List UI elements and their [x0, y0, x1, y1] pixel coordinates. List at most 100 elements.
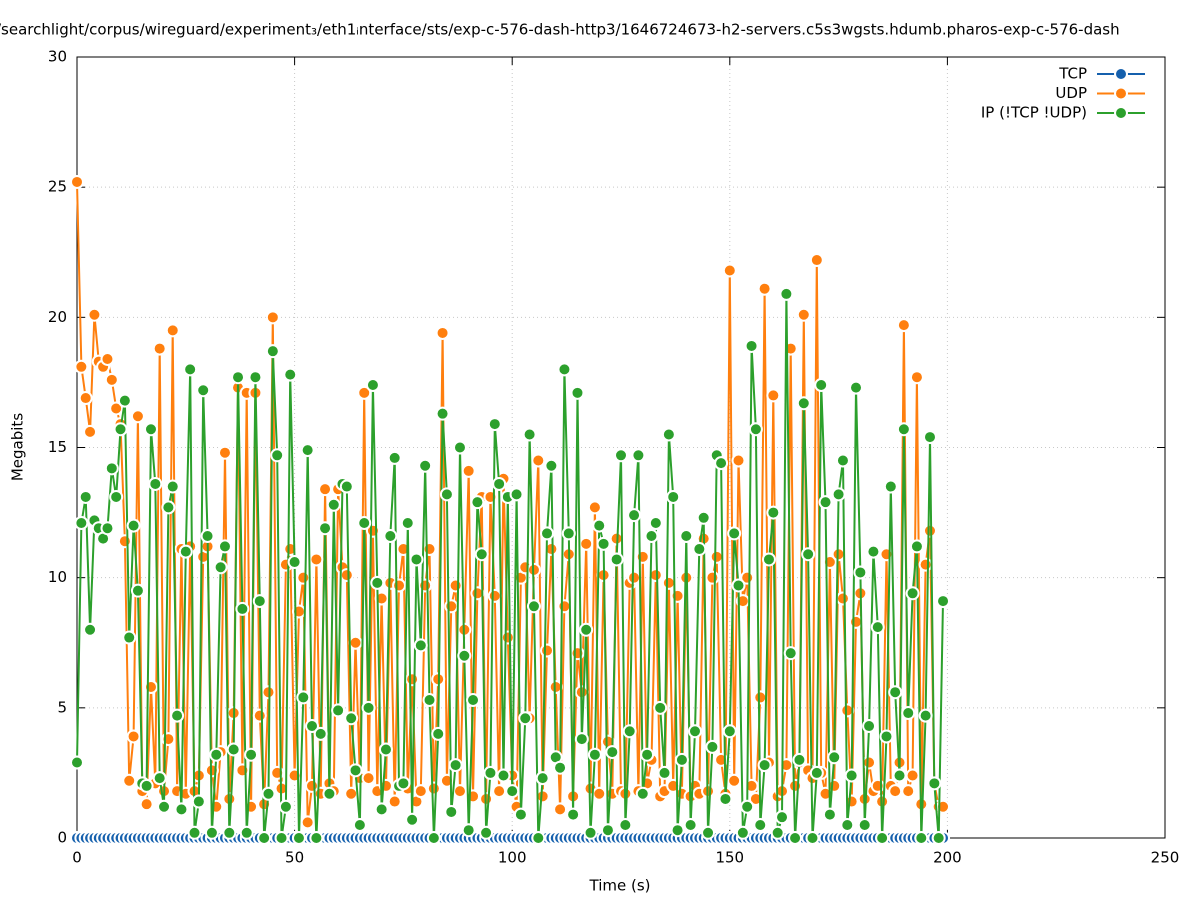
data-point: [104, 372, 119, 387]
data-point: [770, 825, 785, 840]
data-point: [239, 825, 254, 840]
data-point: [422, 693, 437, 708]
x-tick-label: 200: [933, 849, 962, 867]
data-point: [448, 758, 463, 773]
data-point: [522, 427, 537, 442]
data-point: [296, 570, 311, 585]
data-point: [553, 802, 568, 817]
data-point: [544, 458, 559, 473]
data-point: [426, 781, 441, 796]
data-point: [631, 448, 646, 463]
data-point: [492, 476, 507, 491]
y-tick-label: 20: [48, 308, 67, 326]
data-point: [705, 570, 720, 585]
data-point: [901, 784, 916, 799]
data-point: [553, 760, 568, 775]
data-point: [500, 630, 515, 645]
data-point: [857, 817, 872, 832]
y-tick-label: 30: [48, 48, 67, 66]
data-point: [901, 706, 916, 721]
data-point: [531, 831, 546, 845]
data-point: [474, 547, 489, 562]
data-point: [922, 523, 937, 538]
data-point: [126, 518, 141, 533]
data-point: [217, 539, 232, 554]
data-point: [592, 518, 607, 533]
data-point: [735, 825, 750, 840]
data-point: [187, 825, 202, 840]
legend-swatch: [1114, 106, 1128, 120]
data-point: [204, 825, 219, 840]
data-point: [788, 778, 803, 793]
data-point: [174, 802, 189, 817]
data-point: [727, 773, 742, 788]
data-point: [418, 578, 433, 593]
data-point: [117, 534, 132, 549]
data-point: [400, 515, 415, 530]
data-point: [213, 560, 228, 575]
data-point: [740, 799, 755, 814]
data-point: [788, 831, 803, 845]
data-point: [505, 784, 520, 799]
data-point: [461, 463, 476, 478]
data-point: [217, 445, 232, 460]
data-point: [596, 536, 611, 551]
data-point: [448, 578, 463, 593]
x-tick-label: 250: [1151, 849, 1180, 867]
data-point: [727, 526, 742, 541]
data-point: [849, 380, 864, 395]
data-point: [753, 817, 768, 832]
data-point: [435, 406, 450, 421]
data-point: [170, 708, 185, 723]
data-point: [139, 797, 154, 812]
data-point: [183, 362, 198, 377]
data-point: [748, 422, 763, 437]
data-point: [722, 724, 737, 739]
data-point: [701, 825, 716, 840]
data-point: [801, 547, 816, 562]
y-tick-label: 0: [57, 829, 67, 847]
data-point: [600, 823, 615, 838]
data-point: [348, 635, 363, 650]
data-point: [757, 758, 772, 773]
data-point: [178, 544, 193, 559]
legend-swatch: [1114, 86, 1128, 101]
data-point: [879, 729, 894, 744]
data-point: [614, 448, 628, 463]
chart-title: /searchlight/corpus/wireguard/experiment…: [0, 21, 1120, 39]
x-axis-label: Time (s): [589, 877, 651, 895]
data-point: [452, 784, 467, 799]
data-point: [309, 552, 324, 567]
data-point: [683, 817, 698, 832]
legend-label: UDP: [1055, 84, 1087, 102]
data-point: [914, 831, 929, 845]
data-point: [70, 755, 84, 770]
data-point: [248, 370, 263, 385]
data-point: [792, 752, 807, 767]
data-point: [122, 630, 137, 645]
data-point: [196, 383, 211, 398]
data-point: [331, 703, 346, 718]
data-point: [439, 487, 454, 502]
data-point: [670, 588, 685, 603]
data-point: [561, 526, 576, 541]
data-point: [296, 690, 311, 705]
data-point: [540, 643, 555, 658]
data-point: [835, 591, 850, 606]
data-point: [766, 388, 781, 403]
data-point: [487, 588, 502, 603]
data-point: [387, 450, 402, 465]
data-point: [139, 778, 154, 793]
data-point: [70, 174, 84, 189]
data-point: [383, 529, 398, 544]
data-point: [109, 401, 124, 416]
x-tick-label: 100: [498, 849, 527, 867]
data-point: [796, 307, 811, 322]
data-point: [657, 765, 672, 780]
data-point: [483, 765, 498, 780]
data-point: [766, 505, 781, 520]
data-point: [157, 799, 172, 814]
data-point: [822, 807, 837, 822]
data-point: [392, 578, 407, 593]
data-point: [148, 476, 163, 491]
